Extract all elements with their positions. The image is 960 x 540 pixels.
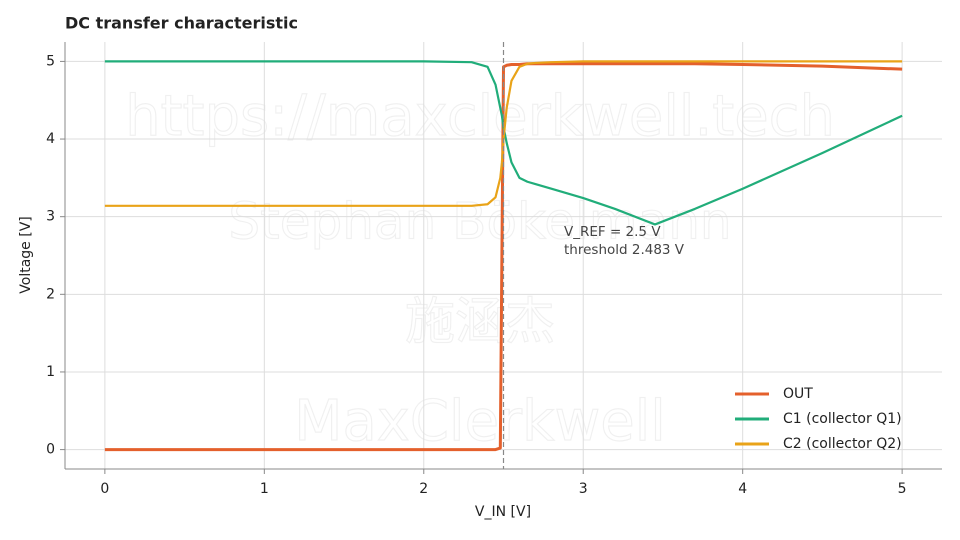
chart-title: DC transfer characteristic xyxy=(65,14,298,33)
watermark: MaxClerkwell xyxy=(294,389,666,454)
x-tick-label: 0 xyxy=(100,481,109,497)
y-tick-label: 2 xyxy=(46,286,55,302)
y-tick-label: 3 xyxy=(46,209,55,225)
x-tick-label: 1 xyxy=(260,481,269,497)
legend-label: OUT xyxy=(783,386,813,402)
series-line xyxy=(104,60,903,226)
annotation: V_REF = 2.5 V xyxy=(564,224,661,240)
x-tick-label: 4 xyxy=(738,481,747,497)
y-tick-label: 1 xyxy=(46,364,55,380)
y-tick-label: 4 xyxy=(46,131,55,147)
x-tick-label: 5 xyxy=(898,481,907,497)
y-tick-label: 0 xyxy=(46,442,55,458)
y-axis-label: Voltage [V] xyxy=(18,216,34,293)
legend-label: C1 (collector Q1) xyxy=(783,411,902,427)
x-axis-label: V_IN [V] xyxy=(475,504,531,520)
legend-label: C2 (collector Q2) xyxy=(783,436,902,452)
x-tick-label: 3 xyxy=(579,481,588,497)
series-line xyxy=(104,60,903,207)
series-line xyxy=(104,62,903,452)
annotation: threshold 2.483 V xyxy=(564,242,685,258)
x-tick-label: 2 xyxy=(419,481,428,497)
y-tick-label: 5 xyxy=(46,53,55,69)
watermark: 施涵杰 xyxy=(405,293,555,351)
